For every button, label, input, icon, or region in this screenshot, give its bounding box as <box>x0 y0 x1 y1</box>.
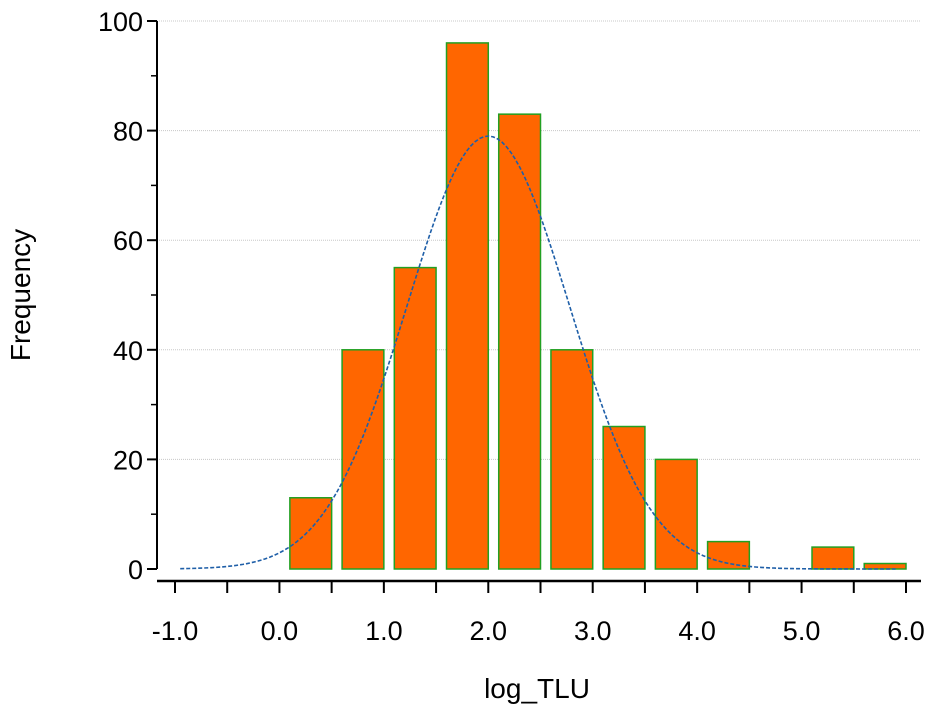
y-tick-label: 40 <box>113 336 143 366</box>
y-tick-label: 0 <box>128 555 143 585</box>
x-axis-title: log_TLU <box>484 673 590 704</box>
y-tick-label: 80 <box>113 117 143 147</box>
histogram-bar <box>289 497 333 570</box>
x-axis-ticks: -1.0 0.0 1.0 2.0 3.0 4.0 5.0 6.0 <box>152 581 925 646</box>
x-tick-label: -1.0 <box>152 616 199 646</box>
x-tick-label: 4.0 <box>678 616 716 646</box>
histogram-bar <box>863 562 907 570</box>
histogram-bar <box>654 458 698 570</box>
histogram-bar <box>550 349 594 570</box>
x-tick-label: 2.0 <box>470 616 508 646</box>
x-tick-label: 0.0 <box>261 616 299 646</box>
histogram-bar <box>445 42 490 570</box>
y-tick-label: 100 <box>98 7 143 37</box>
histogram-bar <box>706 540 751 570</box>
y-tick-label: 60 <box>113 226 143 256</box>
y-axis-ticks: 0 20 40 60 80 100 <box>98 7 157 585</box>
y-axis-title: Frequency <box>5 229 36 361</box>
histogram-bars <box>289 42 907 570</box>
x-tick-label: 6.0 <box>887 616 925 646</box>
histogram-bar <box>811 546 855 570</box>
x-tick-label: 5.0 <box>783 616 821 646</box>
histogram-bar <box>393 266 437 570</box>
y-tick-label: 20 <box>113 445 143 475</box>
x-tick-label: 1.0 <box>365 616 403 646</box>
histogram-bar <box>341 349 385 570</box>
histogram-bar <box>497 113 542 570</box>
x-tick-label: 3.0 <box>574 616 612 646</box>
histogram-bar <box>602 425 646 570</box>
